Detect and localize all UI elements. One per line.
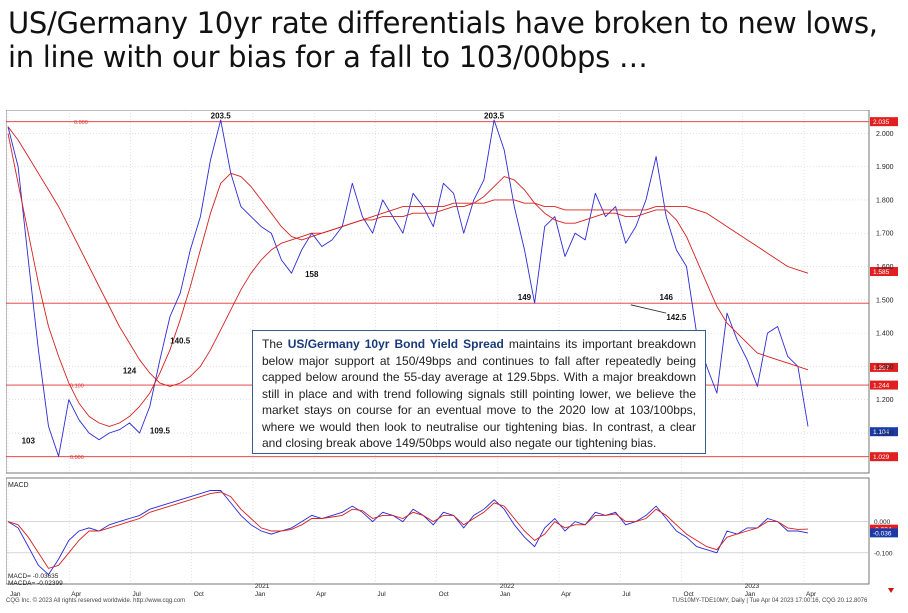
level-value-label: 1.029 <box>873 454 890 461</box>
commentary-callout: The US/Germany 10yr Bond Yield Spread ma… <box>252 330 706 454</box>
y-tick-label: 1.100 <box>876 431 894 438</box>
x-tick-label: Apr <box>806 591 817 598</box>
y-tick-label: 1.600 <box>876 264 894 271</box>
macd-panel-title: MACD <box>8 482 29 489</box>
y-tick-label: 1.800 <box>876 197 894 204</box>
footer-source: TUS10MY-TDE10MY, Daily | Tue Apr 04 2023… <box>672 598 868 604</box>
x-year-label: 2021 <box>255 583 270 590</box>
x-tick-label: Jan <box>500 591 511 598</box>
footer-copyright: CQG Inc. © 2023 All rights reserved worl… <box>6 598 186 604</box>
macd-tick-label: -0.100 <box>874 550 893 557</box>
macd-value-box <box>870 528 898 538</box>
x-tick-label: Jan <box>745 591 756 598</box>
axis-value-box <box>870 362 898 372</box>
x-tick-label: Jul <box>622 591 631 598</box>
axis-value-label: 1.585 <box>873 269 890 276</box>
y-axis: 2.000 1.900 1.800 1.700 1.600 1.500 1.400 1.300… <box>870 131 898 557</box>
axis-value-label: 1.297 <box>873 365 890 372</box>
y-tick-label: 1.400 <box>876 331 894 338</box>
x-axis: Jan Apr Jul Oct Jan Apr Jul Oct Jan Apr Jul Oct Jan A… <box>10 583 817 598</box>
macd-series-group <box>7 490 809 576</box>
macd-value-label: -0.036 <box>873 530 892 537</box>
level-left-label: 0.000 <box>74 120 88 126</box>
grid-lines <box>6 110 869 584</box>
price-annotation: 149 <box>518 293 532 302</box>
price-line <box>7 119 809 457</box>
price-annotation: 146 <box>660 293 674 302</box>
y-tick-label: 2.000 <box>876 131 894 138</box>
callout-prefix: The <box>262 337 288 351</box>
average-55d-line <box>7 133 809 427</box>
x-year-label: 2022 <box>500 583 515 590</box>
callout-bold: US/Germany 10yr Bond Yield Spread <box>287 337 504 351</box>
x-tick-label: Oct <box>439 591 449 598</box>
level-left-label: 0.000 <box>70 455 84 461</box>
y-tick-label: 1.200 <box>876 397 894 404</box>
price-annotation: 158 <box>305 270 319 279</box>
x-tick-label: Jul <box>377 591 386 598</box>
chart-panel: 2.035 0.000 1.244 0.100 1.029 0.000 1.585 1.297… <box>6 110 900 598</box>
level-left-label: 0.100 <box>70 384 84 390</box>
price-annotation: 109.5 <box>150 426 171 435</box>
macd-legend-macda: MACDA= -0.02399 <box>8 580 63 587</box>
y-tick-label: 1.700 <box>876 231 894 238</box>
scroll-arrow-icon[interactable] <box>888 588 894 593</box>
macd-tick-label: 0.000 <box>874 519 891 526</box>
price-series-group <box>7 119 809 457</box>
average-long-line <box>7 126 809 387</box>
level-value-box <box>870 452 898 462</box>
x-tick-label: Oct <box>684 591 694 598</box>
price-annotation: 142.5 <box>666 313 687 322</box>
axis-value-label: 1.104 <box>873 429 890 436</box>
axis-value-box <box>870 427 898 437</box>
x-tick-label: Apr <box>71 591 82 598</box>
x-tick-label: Apr <box>316 591 327 598</box>
level-value-label: 1.244 <box>873 383 890 390</box>
level-value-box <box>870 117 898 127</box>
x-year-label: 2023 <box>745 583 760 590</box>
x-tick-label: Jul <box>132 591 141 598</box>
price-annotation: 124 <box>123 366 137 375</box>
price-annotation: 103 <box>22 436 36 445</box>
trendline-arrow <box>630 304 667 314</box>
callout-body: maintains its important breakdown below … <box>262 337 696 450</box>
y-tick-label: 1.500 <box>876 297 894 304</box>
headline: US/Germany 10yr rate differentials have … <box>8 6 878 74</box>
macd-legend-macd: MACD= -0.03635 <box>8 573 59 580</box>
x-tick-label: Apr <box>561 591 572 598</box>
level-value-box <box>870 380 898 390</box>
price-annotation: 140.5 <box>170 336 191 345</box>
macd-signal-line <box>7 491 809 569</box>
y-tick-label: 1.300 <box>876 364 894 371</box>
axis-value-box <box>870 267 898 277</box>
x-tick-label: Jan <box>10 591 21 598</box>
level-value-label: 2.035 <box>873 119 890 126</box>
x-tick-label: Jan <box>255 591 266 598</box>
price-annotation: 203.5 <box>484 112 505 121</box>
y-tick-label: 1.900 <box>876 164 894 171</box>
price-annotation: 203.5 <box>211 112 232 121</box>
x-tick-label: Oct <box>194 591 204 598</box>
